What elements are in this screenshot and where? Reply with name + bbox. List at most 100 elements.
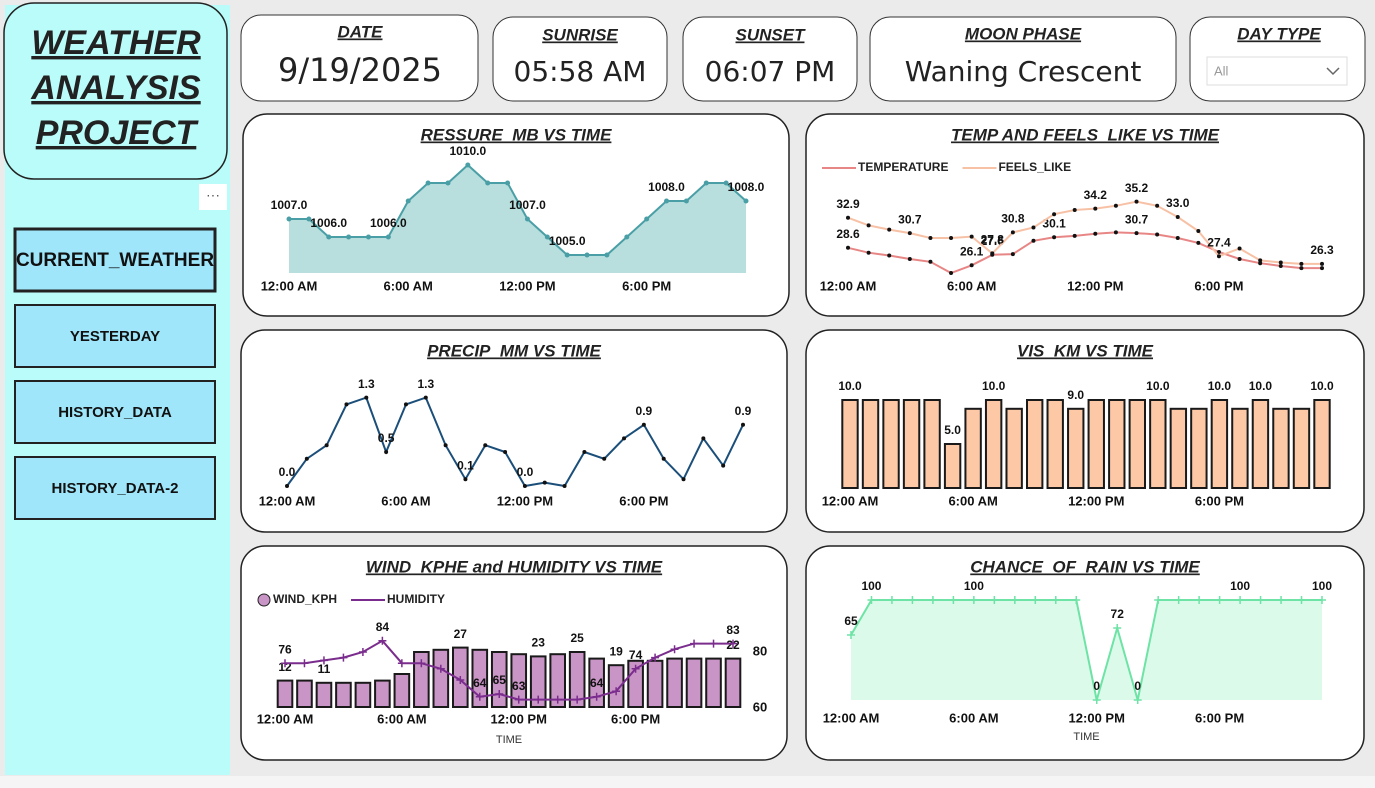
marker <box>495 690 504 698</box>
card <box>869 16 1177 102</box>
x-tick-label: 6:00 AM <box>947 278 996 293</box>
data-label: 1006.0 <box>310 216 347 230</box>
data-label: 26.3 <box>1310 243 1334 257</box>
data-label: 35.2 <box>1125 181 1149 195</box>
marker <box>436 664 445 673</box>
data-label: 27.8 <box>981 233 1005 247</box>
marker <box>445 180 451 186</box>
marker <box>1299 261 1304 266</box>
marker <box>443 443 448 448</box>
data-label: 10.0 <box>1208 379 1232 393</box>
data-label: 76 <box>278 642 292 656</box>
bar <box>315 681 333 708</box>
data-label: 0 <box>1134 679 1141 693</box>
marker <box>1320 266 1324 271</box>
data-label: 64 <box>473 676 487 690</box>
marker <box>1113 624 1122 632</box>
data-label: 10.0 <box>1310 379 1334 393</box>
bar <box>529 655 547 709</box>
data-label: 1008.0 <box>728 180 765 194</box>
x-axis-title: TIME <box>1073 731 1099 743</box>
marker <box>949 596 958 604</box>
dropdown-chevron <box>1326 67 1340 76</box>
bar <box>984 399 1003 489</box>
marker <box>465 162 471 168</box>
x-tick-label: 6:00 AM <box>948 493 997 508</box>
bar <box>1128 399 1146 489</box>
marker <box>1278 264 1283 268</box>
marker <box>384 450 389 454</box>
bar <box>1026 399 1044 489</box>
marker <box>1297 596 1306 604</box>
slicer-label: DAY TYPE <box>1237 24 1321 43</box>
marker <box>1237 257 1242 261</box>
data-label: 33.0 <box>1166 196 1190 210</box>
x-tick-label: 12:00 PM <box>1069 710 1125 725</box>
data-label: 10.0 <box>1146 379 1170 393</box>
x-tick-label: 6:00 AM <box>384 278 433 293</box>
bar <box>413 651 430 708</box>
chart-title: PRECIP_MM VS TIME <box>427 341 601 360</box>
nav-button[interactable] <box>14 380 216 444</box>
nav-button-label: HISTORY_DATA-2 <box>52 480 179 497</box>
data-label: 26.1 <box>960 244 984 258</box>
marker <box>365 234 371 240</box>
marker <box>573 695 582 704</box>
marker <box>544 234 550 240</box>
marker <box>1072 596 1081 604</box>
marker <box>907 231 912 236</box>
nav-button[interactable] <box>14 456 216 520</box>
marker <box>644 216 650 222</box>
bar <box>1272 407 1290 489</box>
marker <box>475 692 484 701</box>
x-tick-label: 6:00 AM <box>949 710 998 725</box>
marker <box>344 402 349 407</box>
marker <box>1277 596 1286 604</box>
data-label: 100 <box>1230 579 1250 593</box>
marker <box>1216 250 1221 254</box>
data-label: 10.0 <box>1249 379 1273 393</box>
bar <box>1292 407 1311 489</box>
dropdown[interactable] <box>1206 56 1348 86</box>
marker <box>378 636 387 645</box>
marker <box>403 402 408 407</box>
marker <box>1216 254 1221 259</box>
bar <box>276 679 294 708</box>
marker <box>867 596 876 604</box>
marker <box>1155 203 1160 208</box>
marker <box>1134 231 1139 236</box>
data-label: 0.0 <box>517 465 534 479</box>
data-label: 34.2 <box>1084 188 1108 202</box>
marker <box>1093 206 1098 211</box>
x-tick-label: 6:00 PM <box>1195 493 1244 508</box>
marker <box>562 484 567 488</box>
data-label: 25 <box>570 631 584 645</box>
marker <box>339 653 348 662</box>
data-label: 100 <box>1312 579 1332 593</box>
marker <box>1318 596 1326 604</box>
data-label: 63 <box>512 679 526 693</box>
nav-button[interactable] <box>14 304 216 368</box>
marker <box>364 395 369 400</box>
marker <box>319 656 328 665</box>
data-label: 11 <box>318 662 331 676</box>
bar <box>374 679 391 708</box>
data-label: 0.9 <box>735 404 752 418</box>
x-tick-label: 6:00 PM <box>622 278 671 293</box>
bar <box>861 399 880 489</box>
chart-title: CHANCE_OF_RAIN VS TIME <box>970 557 1200 576</box>
nav-button[interactable] <box>13 227 217 293</box>
marker <box>1010 230 1015 235</box>
marker <box>846 245 850 250</box>
data-label: 0.0 <box>279 465 296 479</box>
chart-title: RESSURE_MB VS TIME <box>421 125 612 144</box>
bar <box>354 681 372 708</box>
data-label: 10.0 <box>982 379 1006 393</box>
marker <box>1236 596 1245 604</box>
data-label: 72 <box>1111 607 1125 621</box>
x-tick-label: 6:00 PM <box>611 711 660 726</box>
more-button[interactable] <box>199 184 227 210</box>
data-label: 65 <box>844 614 858 628</box>
marker <box>990 596 999 604</box>
marker <box>503 450 508 454</box>
